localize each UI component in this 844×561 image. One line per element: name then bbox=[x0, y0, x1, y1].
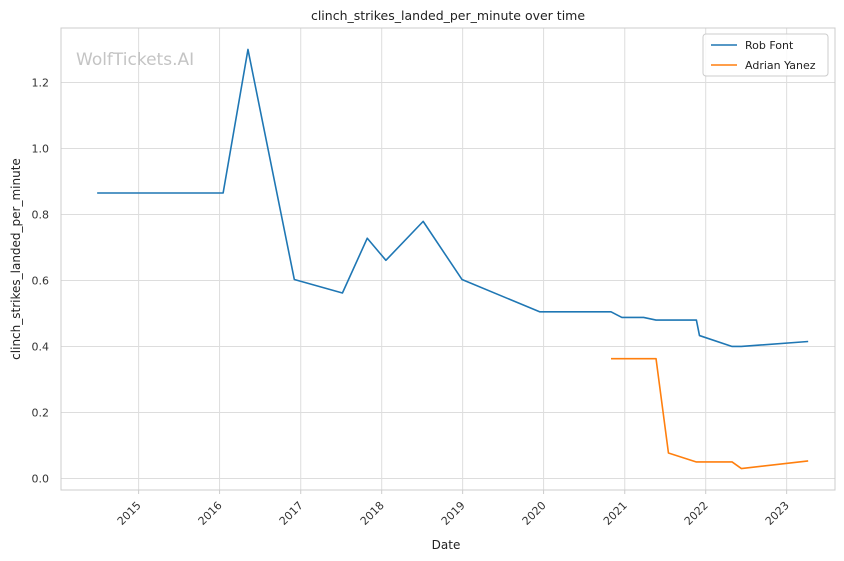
data-point-rob-font bbox=[741, 346, 743, 348]
data-point-rob-font bbox=[655, 319, 657, 321]
data-point-rob-font bbox=[461, 279, 463, 281]
data-point-adrian-yanez bbox=[655, 358, 657, 360]
y-gridlines bbox=[61, 81, 835, 479]
y-tick-label: 1.2 bbox=[32, 76, 50, 89]
data-point-adrian-yanez bbox=[668, 452, 670, 454]
data-point-adrian-yanez bbox=[731, 461, 733, 463]
y-tick-label: 0.4 bbox=[32, 340, 50, 353]
data-point-rob-font bbox=[422, 221, 424, 223]
data-point-rob-font bbox=[539, 311, 541, 313]
series-line-rob-font bbox=[97, 48, 809, 348]
legend-label-adrian-yanez: Adrian Yanez bbox=[745, 59, 816, 72]
series-line-adrian-yanez bbox=[611, 357, 809, 470]
data-point-rob-font bbox=[247, 49, 249, 51]
data-point-rob-font bbox=[610, 311, 612, 313]
data-point-adrian-yanez bbox=[610, 358, 612, 360]
data-point-rob-font bbox=[294, 279, 296, 281]
y-axis-title: clinch_strikes_landed_per_minute bbox=[9, 158, 23, 360]
y-tick-label: 0.8 bbox=[32, 208, 50, 221]
y-tick-label: 0.0 bbox=[32, 472, 50, 485]
y-tick-label: 1.0 bbox=[32, 142, 50, 155]
data-point-rob-font bbox=[643, 317, 645, 319]
data-point-rob-font bbox=[385, 260, 387, 262]
y-tick-labels: 0.0 0.2 0.4 0.6 0.8 1.0 1.2 bbox=[32, 76, 50, 485]
watermark: WolfTickets.AI bbox=[76, 50, 194, 70]
data-point-adrian-yanez bbox=[807, 460, 809, 462]
data-point-rob-font bbox=[731, 346, 733, 348]
y-tick-label: 0.2 bbox=[32, 406, 50, 419]
data-point-rob-font bbox=[342, 292, 344, 294]
data-point-rob-font bbox=[696, 319, 698, 321]
series-layer bbox=[96, 48, 809, 470]
data-point-rob-font bbox=[699, 335, 701, 337]
data-point-adrian-yanez bbox=[741, 468, 743, 470]
data-point-rob-font bbox=[807, 341, 809, 343]
y-tick-label: 0.6 bbox=[32, 274, 50, 287]
data-point-rob-font bbox=[96, 192, 98, 194]
legend-label-rob-font: Rob Font bbox=[745, 39, 794, 52]
data-point-rob-font bbox=[621, 317, 623, 319]
plot-area-border bbox=[60, 27, 836, 491]
data-point-rob-font bbox=[366, 237, 368, 239]
x-axis-title: Date bbox=[432, 538, 461, 552]
data-point-adrian-yanez bbox=[696, 461, 698, 463]
x-gridlines bbox=[138, 28, 788, 490]
data-point-rob-font bbox=[222, 192, 224, 194]
legend: Rob Font Adrian Yanez bbox=[702, 33, 829, 77]
chart-title: clinch_strikes_landed_per_minute over ti… bbox=[311, 8, 585, 23]
